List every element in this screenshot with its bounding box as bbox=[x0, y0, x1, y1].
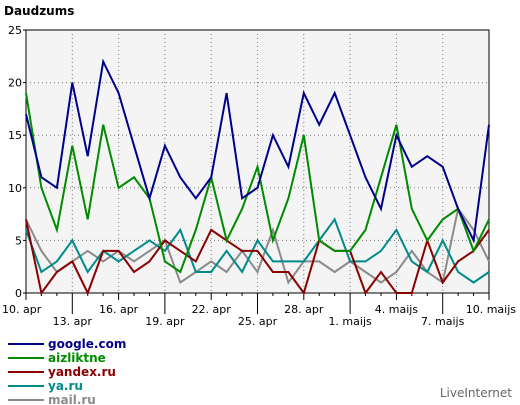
x-tick-label: 4. maijs bbox=[375, 303, 419, 316]
x-tick-label: 13. apr bbox=[53, 315, 93, 328]
x-tick-label: 10. maijs bbox=[466, 303, 517, 316]
series-line-yandex-ru bbox=[25, 219, 490, 296]
series-line-google-com bbox=[25, 58, 490, 244]
x-tick-label: 25. apr bbox=[238, 315, 278, 328]
chart-title: Daudzums bbox=[4, 4, 74, 18]
legend-label: yandex.ru bbox=[48, 365, 116, 379]
series-line-mail-ru bbox=[25, 206, 490, 285]
x-axis: 10. apr 16. apr 22. apr 28. apr 4. maijs 10. … bbox=[2, 293, 516, 328]
x-tick-label: 16. apr bbox=[99, 303, 139, 316]
y-tick-label: 25 bbox=[8, 24, 22, 37]
y-tick-label: 20 bbox=[8, 77, 22, 90]
x-tick-label: 28. apr bbox=[284, 303, 324, 316]
legend-label: aizliktne bbox=[48, 351, 106, 365]
y-tick-label: 0 bbox=[15, 287, 22, 300]
x-tick-label: 19. apr bbox=[145, 315, 185, 328]
y-tick-label: 10 bbox=[8, 182, 22, 195]
y-tick-label: 5 bbox=[15, 234, 22, 247]
series-line-aizliktne bbox=[25, 92, 490, 274]
y-tick-label: 15 bbox=[8, 129, 22, 142]
legend-label: ya.ru bbox=[48, 379, 83, 393]
x-tick-label: 22. apr bbox=[192, 303, 232, 316]
legend-label: mail.ru bbox=[48, 393, 96, 405]
plot-area bbox=[25, 29, 490, 294]
legend-label: google.com bbox=[48, 337, 126, 351]
y-axis: 0 5 10 15 20 25 bbox=[8, 24, 26, 300]
x-tick-label: 7. maijs bbox=[421, 315, 465, 328]
x-tick-label: 1. maijs bbox=[328, 315, 372, 328]
series-lines bbox=[25, 58, 490, 296]
x-tick-label: 10. apr bbox=[2, 303, 42, 316]
watermark: LiveInternet bbox=[440, 386, 512, 400]
